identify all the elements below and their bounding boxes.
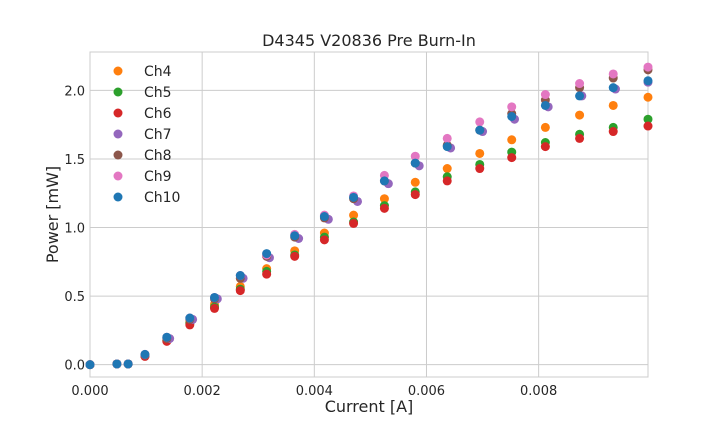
y-tick-label: 1.0 <box>64 222 85 237</box>
data-point-ch10 <box>140 349 150 359</box>
legend-label-ch8: Ch8 <box>144 148 172 164</box>
x-tick-label: 0.002 <box>184 384 221 399</box>
data-point-ch4 <box>540 122 550 132</box>
data-point-ch10 <box>442 142 452 152</box>
legend-marker-ch7 <box>113 129 123 139</box>
plot-area <box>89 51 649 378</box>
data-point-ch10 <box>235 271 245 281</box>
legend-marker-ch5 <box>113 87 123 97</box>
legend-label-ch7: Ch7 <box>144 127 172 143</box>
legend-label-ch4: Ch4 <box>144 64 172 80</box>
legend-marker-ch4 <box>113 66 123 76</box>
data-point-ch9 <box>442 133 452 143</box>
data-point-ch10 <box>379 176 389 186</box>
data-point-ch10 <box>185 313 195 323</box>
y-tick-labels: 0.0 0.5 1.0 1.5 2.0 <box>64 84 85 373</box>
data-point-ch10 <box>410 158 420 168</box>
data-point-ch6 <box>608 127 618 137</box>
data-point-ch4 <box>410 177 420 187</box>
data-point-ch6 <box>319 235 329 245</box>
legend: Ch4 Ch5 Ch6 Ch7 Ch8 Ch9 Ch10 <box>113 64 180 206</box>
data-point-ch6 <box>643 121 653 131</box>
data-point-ch9 <box>643 62 653 72</box>
data-point-ch9 <box>475 117 485 127</box>
data-point-ch10 <box>643 76 653 86</box>
legend-marker-ch10 <box>113 192 123 202</box>
data-point-ch10 <box>262 249 272 259</box>
data-point-ch6 <box>235 286 245 296</box>
y-axis-title: Power [mW] <box>43 166 62 263</box>
data-point-ch10 <box>112 359 122 369</box>
x-axis-title: Current [A] <box>325 397 414 416</box>
legend-label-ch6: Ch6 <box>144 106 172 122</box>
legend-label-ch9: Ch9 <box>144 169 172 185</box>
data-point-ch9 <box>507 102 517 112</box>
y-tick-label: 0.5 <box>64 290 85 305</box>
data-point-ch10 <box>85 360 95 370</box>
data-point-ch4 <box>442 164 452 174</box>
data-point-ch6 <box>410 190 420 200</box>
data-point-ch10 <box>209 292 219 302</box>
data-point-ch10 <box>123 359 133 369</box>
data-point-ch9 <box>608 69 618 79</box>
data-point-ch4 <box>475 148 485 158</box>
data-point-ch10 <box>475 125 485 135</box>
legend-marker-ch6 <box>113 108 123 118</box>
series-ch10 <box>85 76 653 370</box>
data-point-ch6 <box>575 133 585 143</box>
data-point-ch6 <box>442 176 452 186</box>
data-points <box>85 62 653 370</box>
data-point-ch4 <box>349 210 359 220</box>
data-point-ch9 <box>575 79 585 89</box>
x-tick-labels: 0.000 0.002 0.004 0.006 0.008 <box>71 384 557 399</box>
data-point-ch10 <box>575 91 585 101</box>
x-tick-label: 0.000 <box>71 384 108 399</box>
data-point-ch5 <box>643 114 653 124</box>
data-point-ch4 <box>608 100 618 110</box>
y-tick-label: 1.5 <box>64 153 85 168</box>
grid-lines <box>89 52 648 377</box>
data-point-ch10 <box>290 231 300 241</box>
x-tick-label: 0.008 <box>520 384 557 399</box>
legend-marker-ch8 <box>113 150 123 160</box>
data-point-ch6 <box>262 269 272 279</box>
data-point-ch6 <box>540 142 550 152</box>
data-point-ch9 <box>410 151 420 161</box>
data-point-ch10 <box>162 332 172 342</box>
data-point-ch6 <box>475 164 485 174</box>
data-point-ch4 <box>507 135 517 145</box>
x-tick-label: 0.006 <box>408 384 445 399</box>
data-point-ch6 <box>507 153 517 163</box>
data-point-ch4 <box>643 92 653 102</box>
y-tick-label: 0.0 <box>64 359 85 374</box>
data-point-ch4 <box>379 194 389 204</box>
data-point-ch6 <box>290 251 300 261</box>
data-point-ch6 <box>349 218 359 228</box>
y-tick-label: 2.0 <box>64 84 85 99</box>
data-point-ch10 <box>608 83 618 93</box>
chart-title: D4345 V20836 Pre Burn-In <box>262 31 476 50</box>
data-point-ch10 <box>349 192 359 202</box>
data-point-ch6 <box>379 203 389 213</box>
data-point-ch10 <box>319 212 329 222</box>
data-point-ch10 <box>507 111 517 121</box>
data-point-ch9 <box>540 90 550 100</box>
x-tick-label: 0.004 <box>296 384 333 399</box>
data-point-ch4 <box>575 110 585 120</box>
legend-marker-ch9 <box>113 171 123 181</box>
legend-label-ch10: Ch10 <box>144 190 180 206</box>
data-point-ch10 <box>540 100 550 110</box>
legend-label-ch5: Ch5 <box>144 85 172 101</box>
data-point-ch6 <box>209 303 219 313</box>
